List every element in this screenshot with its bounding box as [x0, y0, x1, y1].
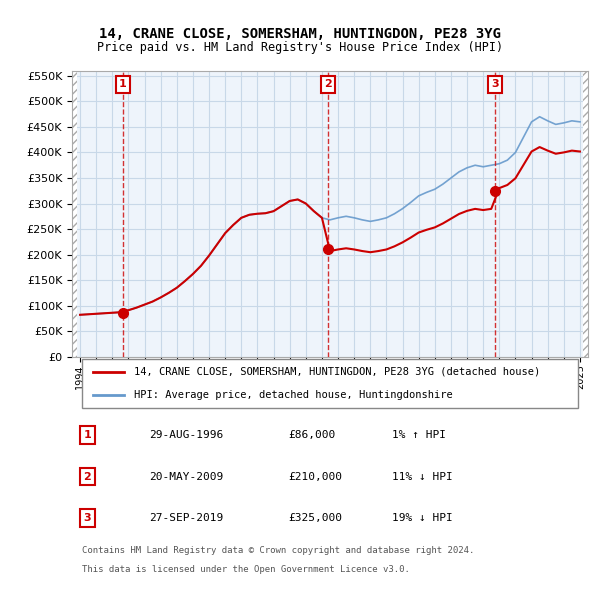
Text: Price paid vs. HM Land Registry's House Price Index (HPI): Price paid vs. HM Land Registry's House … [97, 41, 503, 54]
Text: HPI: Average price, detached house, Huntingdonshire: HPI: Average price, detached house, Hunt… [134, 390, 452, 400]
Bar [72, 71, 77, 357]
Text: 1: 1 [83, 430, 91, 440]
Text: 14, CRANE CLOSE, SOMERSHAM, HUNTINGDON, PE28 3YG: 14, CRANE CLOSE, SOMERSHAM, HUNTINGDON, … [99, 27, 501, 41]
Text: £325,000: £325,000 [289, 513, 343, 523]
Text: 29-AUG-1996: 29-AUG-1996 [149, 430, 224, 440]
Text: 27-SEP-2019: 27-SEP-2019 [149, 513, 224, 523]
Text: 3: 3 [83, 513, 91, 523]
Text: 20-MAY-2009: 20-MAY-2009 [149, 471, 224, 481]
Text: 2: 2 [83, 471, 91, 481]
Text: 1: 1 [119, 80, 127, 89]
Text: 2: 2 [324, 80, 332, 89]
Text: 19% ↓ HPI: 19% ↓ HPI [392, 513, 452, 523]
Text: £86,000: £86,000 [289, 430, 336, 440]
Text: 3: 3 [491, 80, 499, 89]
Text: £210,000: £210,000 [289, 471, 343, 481]
Text: Contains HM Land Registry data © Crown copyright and database right 2024.: Contains HM Land Registry data © Crown c… [82, 546, 475, 555]
Text: 1% ↑ HPI: 1% ↑ HPI [392, 430, 446, 440]
Text: This data is licensed under the Open Government Licence v3.0.: This data is licensed under the Open Gov… [82, 565, 410, 574]
Bar [583, 71, 588, 357]
Text: 11% ↓ HPI: 11% ↓ HPI [392, 471, 452, 481]
Text: 14, CRANE CLOSE, SOMERSHAM, HUNTINGDON, PE28 3YG (detached house): 14, CRANE CLOSE, SOMERSHAM, HUNTINGDON, … [134, 366, 540, 376]
